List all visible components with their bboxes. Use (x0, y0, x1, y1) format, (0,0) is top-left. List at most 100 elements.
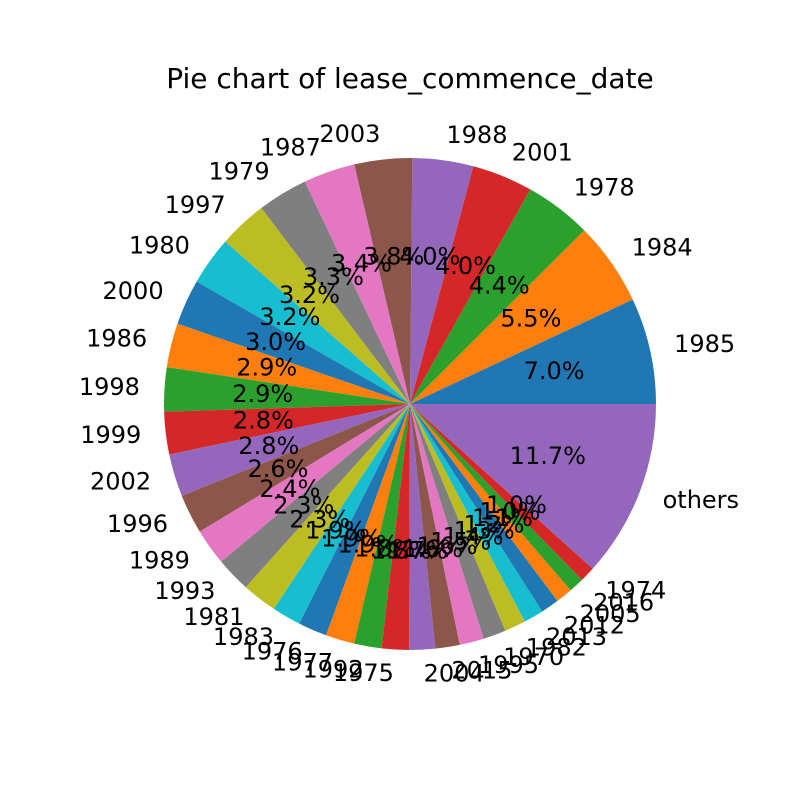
pie-slice-2005 (410, 404, 571, 601)
slice-label-1977: 1977 (272, 648, 333, 676)
slice-label-1976: 1976 (242, 637, 303, 665)
slice-label-1983: 1983 (213, 623, 274, 651)
slice-label-2013: 2013 (546, 623, 607, 651)
pie-slice-1986 (166, 323, 410, 404)
slice-percent-1986: 2.9% (236, 354, 297, 382)
pie-slice-2016 (410, 404, 583, 591)
slice-label-1970: 1970 (503, 643, 564, 671)
pie-slice-1982 (410, 404, 525, 631)
pie-slice-1988 (410, 158, 474, 404)
pie-slice-1978 (410, 189, 585, 404)
slice-percent-1975: 1.8% (371, 536, 432, 564)
slice-percent-1989: 2.4% (259, 475, 320, 503)
slice-label-2001: 2001 (512, 138, 573, 166)
pie-slice-1975 (381, 404, 410, 650)
pie-slices (163, 157, 656, 651)
slice-percent-1977: 1.9% (338, 531, 399, 559)
slice-label-1980: 1980 (129, 232, 190, 260)
pie-slice-1974 (410, 404, 593, 580)
slice-label-2004: 2004 (424, 659, 485, 687)
slice-percent-2002: 2.8% (238, 432, 299, 460)
slice-label-1996: 1996 (107, 510, 168, 538)
pie-slice-1985 (410, 299, 656, 404)
slice-percent-1976: 1.9% (321, 525, 382, 553)
slice-percent-2016: 1.0% (479, 498, 540, 526)
pie-slice-1996 (181, 404, 410, 532)
pie-slice-1997 (225, 208, 410, 404)
slice-percent-2013: 1.3% (454, 517, 515, 545)
slice-label-2002: 2002 (90, 468, 151, 496)
slice-label-2005: 2005 (580, 600, 641, 628)
pie-slice-1979 (261, 181, 410, 404)
slice-percent-1983: 1.9% (305, 517, 366, 545)
pie-slice-1993 (221, 404, 410, 588)
slice-label-1998: 1998 (79, 373, 140, 401)
slice-percent-1978: 4.4% (469, 271, 530, 299)
slice-label-1978: 1978 (574, 173, 635, 201)
slice-label-1986: 1986 (86, 324, 147, 352)
slice-percent-1996: 2.6% (248, 455, 309, 483)
slice-percent-1998: 2.9% (232, 380, 293, 408)
slice-label-1993: 1993 (154, 577, 215, 605)
slice-percent-2001: 4.0% (435, 252, 496, 280)
pie-slice-1983 (273, 404, 410, 624)
slice-label-1988: 1988 (446, 121, 507, 149)
chart-title: Pie chart of lease_commence_date (166, 62, 654, 95)
pie-slice-1984 (410, 230, 633, 404)
slice-label-1989: 1989 (129, 546, 190, 574)
slice-label-1995: 1995 (478, 651, 539, 679)
slice-label-1974: 1974 (605, 576, 666, 604)
pie-slice-2000 (177, 281, 410, 404)
pie-slice-1977 (326, 404, 410, 644)
slice-label-1981: 1981 (183, 603, 244, 631)
slice-label-1984: 1984 (632, 234, 693, 262)
pie-percent-labels: 7.0%5.5%4.4%4.0%4.0%3.8%3.4%3.3%3.2%3.2%… (232, 242, 586, 564)
slice-percent-1974: 1.0% (486, 491, 547, 519)
slice-label-1987: 1987 (260, 134, 321, 162)
slice-label-others: others (663, 486, 739, 514)
pie-slice-1989 (199, 404, 410, 562)
slice-percent-2004: 1.7% (387, 536, 448, 564)
pie-slice-2013 (410, 404, 543, 622)
slice-label-1992: 1992 (303, 656, 364, 684)
pie-slice-1995 (410, 404, 484, 645)
slice-label-2015: 2015 (451, 656, 512, 684)
slice-label-2016: 2016 (593, 588, 654, 616)
slice-percent-1995: 1.6% (417, 532, 478, 560)
slice-label-1997: 1997 (165, 191, 226, 219)
slice-label-2012: 2012 (564, 612, 625, 640)
pie-slice-1970 (410, 404, 506, 639)
slice-percent-2012: 1.2% (464, 510, 525, 538)
slice-percent-1982: 1.4% (443, 522, 504, 550)
pie-slice-2002 (169, 404, 410, 496)
slice-percent-1997: 3.2% (279, 281, 340, 309)
pie-slice-1999 (164, 404, 410, 455)
pie-slice-2004 (409, 404, 436, 651)
slice-percent-others: 11.7% (510, 442, 586, 470)
pie-slice-1980 (196, 241, 410, 404)
slice-label-1985: 1985 (674, 330, 735, 358)
pie-slice-1998 (163, 367, 410, 412)
slice-percent-1984: 5.5% (500, 304, 561, 332)
pie-slice-2001 (410, 166, 531, 404)
slice-label-1999: 1999 (80, 421, 141, 449)
slice-percent-1980: 3.2% (259, 303, 320, 331)
slice-percent-1999: 2.8% (233, 407, 294, 435)
slice-label-1982: 1982 (526, 634, 587, 662)
pie-slice-1976 (299, 404, 410, 636)
pie-slice-1981 (245, 404, 410, 609)
slice-label-1975: 1975 (333, 659, 394, 687)
slice-percent-1988: 4.0% (399, 243, 460, 271)
pie-slice-1987 (304, 164, 410, 404)
slice-percent-1993: 2.3% (273, 492, 334, 520)
slice-percent-1987: 3.4% (331, 250, 392, 278)
slice-percent-1970: 1.5% (430, 528, 491, 556)
slice-percent-2000: 3.0% (245, 328, 306, 356)
slice-percent-2005: 1.1% (472, 504, 533, 532)
slice-percent-2015: 1.6% (402, 535, 463, 563)
pie-slice-2012 (410, 404, 558, 612)
slice-percent-2003: 3.8% (363, 242, 424, 270)
pie-slice-2003 (354, 157, 413, 404)
